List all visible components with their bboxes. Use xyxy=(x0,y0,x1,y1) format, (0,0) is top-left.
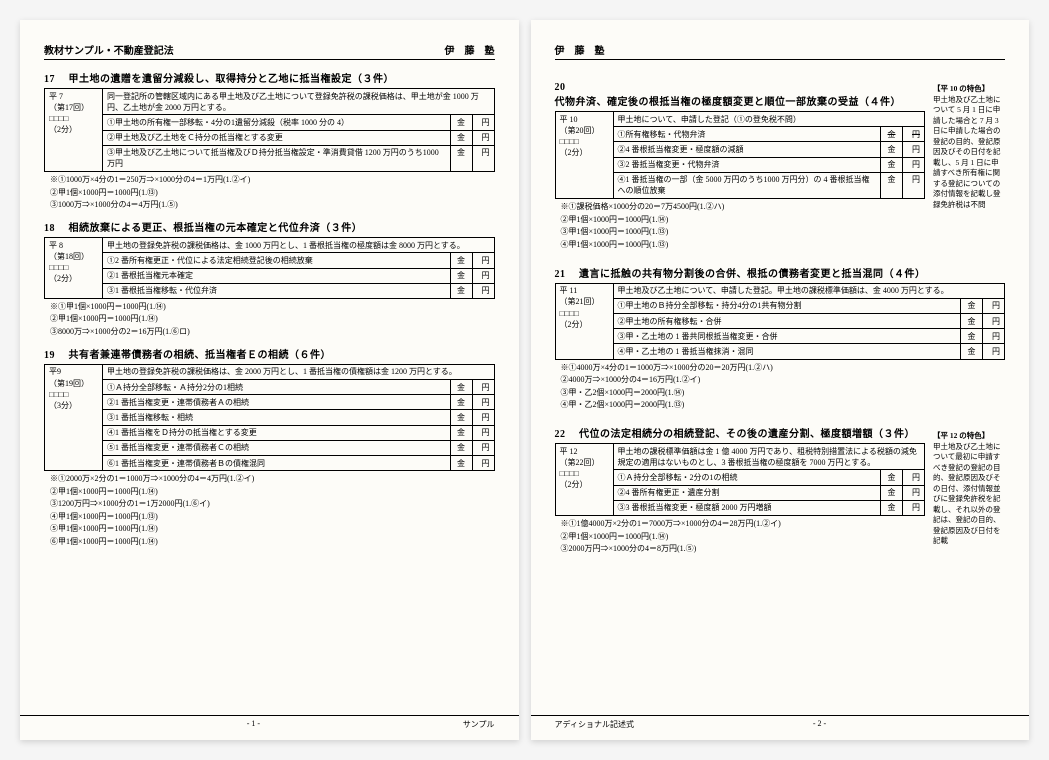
table-18: 平 8 （第18回） □□□□ （2分） 甲土地の登録免許税の課税価格は、金 1… xyxy=(44,237,495,299)
notes-21: ※①4000万×4分の1＝1000万⇒×1000分の20＝20万円(1.②ハ) … xyxy=(561,362,1006,412)
page-footer-1: - 1 - サンプル xyxy=(20,715,519,730)
table-19: 平9 （第19回） □□□□ （3分） 甲土地の登録免許税の課税価格は、金 20… xyxy=(44,364,495,471)
page-number: - 1 - xyxy=(247,719,260,730)
section-title-18: 18 相続放棄による更正、根抵当権の元本確定と代位弁済（３件） xyxy=(44,219,495,234)
page-header: 教材サンプル・不動産登記法 伊 藤 塾 xyxy=(44,42,495,60)
notes-17: ※①1000万×4分の1＝250万⇒×1000分の4＝1万円(1.②イ) ②甲1… xyxy=(50,174,495,211)
notes-18: ※①甲1個×1000円＝1000円(1.⑭) ②甲1個×1000円＝1000円(… xyxy=(50,301,495,338)
section-title-17: 17 甲土地の遺贈を遺留分減殺し、取得持分と乙地に抵当権設定（３件） xyxy=(44,70,495,85)
page-footer-2: アディショナル記述式 - 2 - xyxy=(531,715,1030,730)
notes-22: ※①1億4000万×2分の1＝7000万⇒×1000分の4＝28万円(1.②イ)… xyxy=(561,518,926,555)
section-title-22: 22 代位の法定相続分の相続登記、その後の遺産分割、極度額増額（３件） xyxy=(555,425,926,440)
section-title-20: 20 代物弁済、確定後の根抵当権の極度額変更と順位一部放棄の受益（４件） xyxy=(555,78,926,108)
doc-title: 教材サンプル・不動産登記法 xyxy=(44,42,174,57)
school-name: 伊 藤 塾 xyxy=(555,42,605,57)
table-17: 平 7 （第17回） □□□□ （2分） 同一登記所の管轄区域内にある甲土地及び… xyxy=(44,88,495,172)
school-name: 伊 藤 塾 xyxy=(445,42,495,57)
page-header: 伊 藤 塾 xyxy=(555,42,1006,60)
table-22: 平 12 （第22回） □□□□ （2分） 甲土地の課税標準価額は金 1 億 4… xyxy=(555,443,926,516)
page-2: 伊 藤 塾 20 代物弁済、確定後の根抵当権の極度額変更と順位一部放棄の受益（４… xyxy=(531,20,1030,740)
table-21: 平 11 （第21回） □□□□ （2分） 甲土地及び乙土地について、申請した登… xyxy=(555,283,1006,360)
notes-20: ※①課税価格×1000分の20＝7万4500円(1.②ハ) ②甲1個×1000円… xyxy=(561,201,926,251)
page-1: 教材サンプル・不動産登記法 伊 藤 塾 17 甲土地の遺贈を遺留分減殺し、取得持… xyxy=(20,20,519,740)
notes-19: ※①2000万×2分の1＝1000万⇒×1000分の4＝4万円(1.②イ) ②甲… xyxy=(50,473,495,548)
side-note-20: 【平 10 の特色】 甲土地及び乙土地について 5 月 1 日に申請した場合と … xyxy=(933,84,1005,210)
section-title-21: 21 遺言に抵触の共有物分割後の合併、根抵の債務者変更と抵当混同（４件） xyxy=(555,265,1006,280)
table-20: 平 10 （第20回） □□□□ （2分） 甲土地について、申請した登記（①の登… xyxy=(555,111,926,199)
side-note-22: 【平 12 の特色】 甲土地及び乙土地について最初に申請すべき登記の登記の目的、… xyxy=(933,431,1005,547)
page-number: - 2 - xyxy=(813,719,826,730)
section-title-19: 19 共有者兼連帯債務者の相続、抵当権者Ｅの相続（６件） xyxy=(44,346,495,361)
